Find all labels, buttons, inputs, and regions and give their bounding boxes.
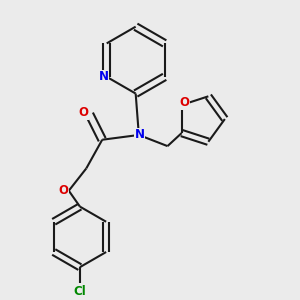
Text: O: O xyxy=(79,106,89,119)
Text: Cl: Cl xyxy=(74,284,86,298)
Text: O: O xyxy=(58,184,68,197)
Text: N: N xyxy=(135,128,145,142)
Text: N: N xyxy=(98,70,109,83)
Text: O: O xyxy=(179,96,189,109)
